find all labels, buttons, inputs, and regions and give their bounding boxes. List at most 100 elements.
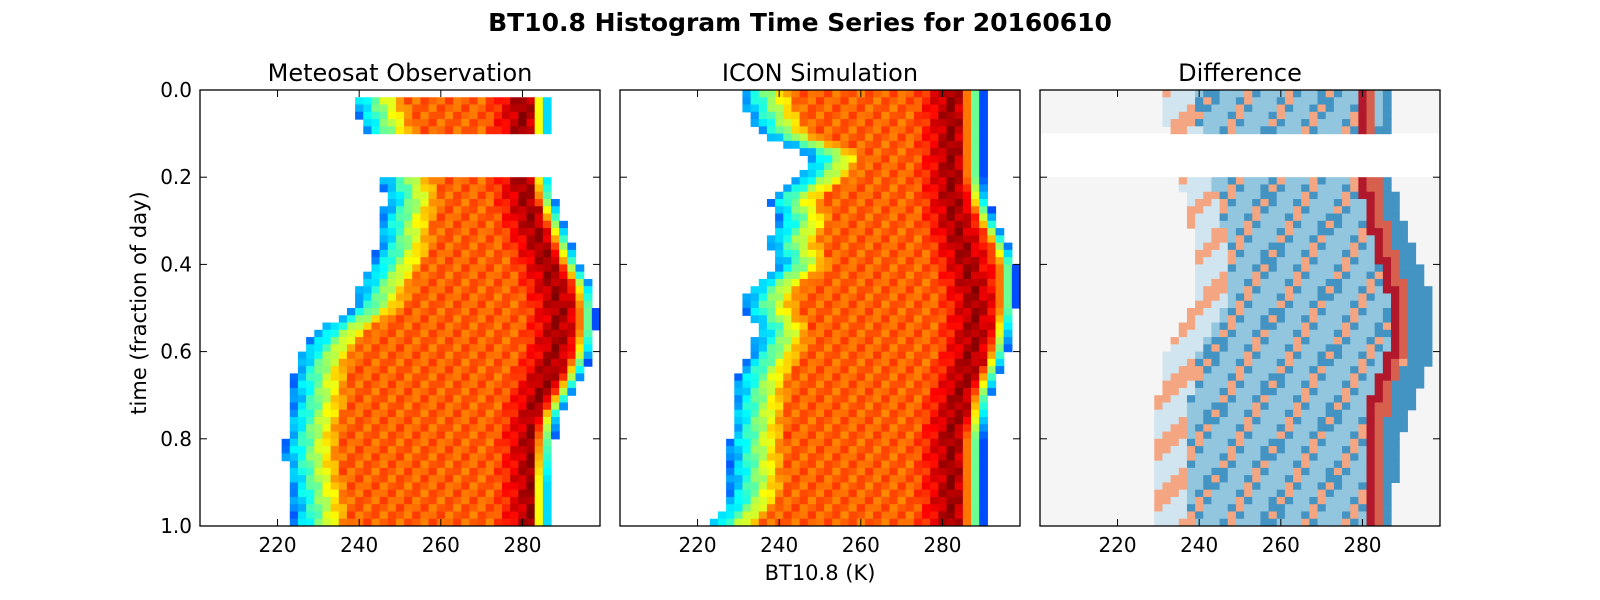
heatmap-cell — [758, 380, 768, 389]
heatmap-cell — [1244, 482, 1253, 491]
heatmap-cell — [493, 322, 503, 331]
heatmap-cell — [775, 257, 784, 265]
heatmap-cell — [412, 438, 421, 447]
heatmap-cell — [734, 504, 744, 513]
heatmap-cell — [1162, 438, 1172, 447]
heatmap-cell — [734, 496, 744, 505]
heatmap-cell — [1317, 97, 1327, 106]
heatmap-cell — [1333, 90, 1343, 98]
heatmap-cell — [1203, 264, 1213, 273]
heatmap-cell — [436, 431, 446, 440]
heatmap-cell — [1276, 417, 1286, 425]
heatmap-cell — [526, 191, 536, 200]
heatmap-cell — [428, 438, 438, 447]
heatmap-cell — [783, 104, 793, 113]
heatmap-cell — [889, 308, 899, 316]
heatmap-cell — [444, 191, 454, 200]
heatmap-cell — [469, 177, 479, 186]
heatmap-cell — [330, 351, 340, 360]
heatmap-cell — [412, 366, 421, 374]
heatmap-cell — [526, 467, 536, 476]
heatmap-cell — [444, 351, 454, 360]
heatmap-cell — [930, 329, 939, 338]
heatmap-cell — [1252, 126, 1261, 135]
heatmap-cell — [1203, 373, 1213, 382]
heatmap-cell — [832, 489, 841, 498]
heatmap-cell — [971, 380, 980, 389]
heatmap-cell — [1203, 511, 1213, 520]
heatmap-cell — [962, 133, 972, 142]
heatmap-cell — [897, 278, 907, 287]
heatmap-cell — [962, 417, 972, 425]
heatmap-cell — [1186, 184, 1196, 193]
heatmap-cell — [971, 431, 980, 440]
heatmap-cell — [758, 337, 768, 345]
heatmap-cell — [420, 395, 430, 404]
heatmap-cell — [840, 373, 850, 382]
heatmap-cell — [913, 220, 923, 229]
heatmap-cell — [758, 119, 768, 127]
heatmap-cell — [485, 417, 495, 425]
heatmap-cell — [873, 169, 882, 178]
heatmap-cell — [1391, 300, 1400, 309]
heatmap-cell — [510, 518, 519, 526]
heatmap-cell — [930, 453, 939, 462]
heatmap-cell — [758, 278, 768, 287]
heatmap-cell — [387, 337, 397, 345]
heatmap-cell — [518, 264, 528, 273]
heatmap-cell — [824, 315, 833, 324]
heatmap-cell — [453, 191, 462, 200]
heatmap-cell — [461, 337, 470, 345]
heatmap-cell — [824, 424, 833, 433]
heatmap-cell — [404, 293, 413, 302]
heatmap-cell — [938, 358, 948, 367]
heatmap-cell — [1260, 329, 1270, 338]
heatmap-cell — [542, 191, 552, 200]
heatmap-cell — [1284, 293, 1294, 302]
heatmap-cell — [1317, 373, 1327, 382]
heatmap-cell — [791, 395, 801, 404]
heatmap-cell — [314, 402, 324, 411]
heatmap-cell — [510, 496, 519, 505]
heatmap-cell — [815, 162, 825, 171]
heatmap-cell — [1374, 467, 1384, 476]
heatmap-cell — [881, 373, 890, 382]
heatmap-cell — [1382, 402, 1392, 411]
heatmap-cell — [946, 249, 956, 258]
heatmap-cell — [1203, 387, 1213, 396]
heatmap-cell — [881, 417, 890, 425]
heatmap-cell — [485, 373, 495, 382]
heatmap-cell — [379, 213, 389, 222]
heatmap-cell — [1293, 257, 1302, 265]
heatmap-cell — [1317, 511, 1327, 520]
heatmap-cell — [1284, 496, 1294, 505]
heatmap-cell — [502, 373, 511, 382]
heatmap-cell — [1342, 199, 1351, 207]
heatmap-cell — [1333, 424, 1343, 433]
heatmap-cell — [542, 315, 552, 324]
heatmap-cell — [371, 417, 381, 425]
heatmap-cell — [1186, 315, 1196, 324]
heatmap-cell — [766, 286, 776, 295]
heatmap-cell — [485, 344, 495, 353]
heatmap-cell — [379, 373, 389, 382]
heatmap-cell — [905, 111, 915, 120]
heatmap-cell — [493, 206, 503, 215]
heatmap-cell — [469, 257, 479, 265]
heatmap-cell — [395, 344, 405, 353]
heatmap-cell — [559, 315, 568, 324]
heatmap-cell — [1276, 453, 1286, 462]
heatmap-cell — [962, 111, 972, 120]
heatmap-cell — [1235, 351, 1245, 360]
heatmap-cell — [881, 264, 890, 273]
heatmap-cell — [962, 453, 972, 462]
heatmap-cell — [1309, 90, 1319, 98]
heatmap-cell — [889, 482, 899, 491]
heatmap-cell — [709, 518, 719, 526]
heatmap-cell — [1382, 453, 1392, 462]
heatmap-cell — [1211, 489, 1221, 498]
heatmap-cell — [1309, 213, 1319, 222]
heatmap-cell — [1374, 366, 1384, 374]
heatmap-cell — [905, 286, 915, 295]
heatmap-cell — [1227, 446, 1237, 454]
